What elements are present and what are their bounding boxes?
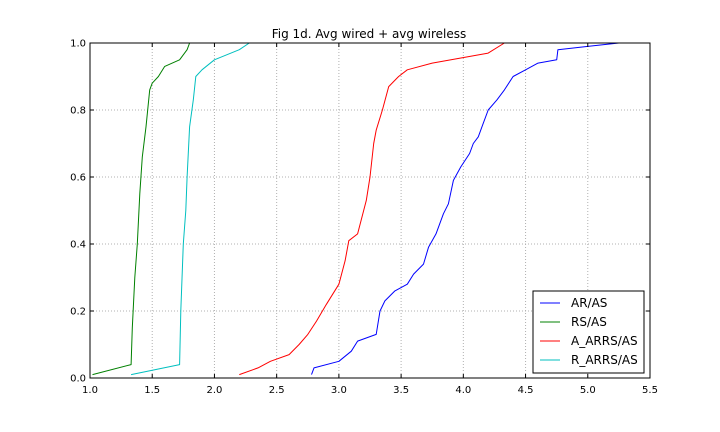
- series-line-0: [311, 42, 619, 375]
- x-tick-label: 2.0: [206, 385, 222, 396]
- legend-label: RS/AS: [571, 315, 607, 329]
- x-tick-label: 5.0: [580, 385, 596, 396]
- series-lines: [92, 42, 619, 376]
- x-tick-label: 1.0: [82, 385, 98, 396]
- y-tick-label: 0.2: [70, 307, 86, 318]
- axis-ticks: 1.0 1.5 2.0 2.5 3.0 3.5 4.0 4.5 5.0 5.5 0.0 0.2 0.4 0…: [70, 39, 658, 397]
- x-tick-label: 4.5: [518, 385, 534, 396]
- chart-title: Fig 1d. Avg wired + avg wireless: [272, 27, 467, 41]
- y-tick-label: 0.0: [70, 374, 86, 385]
- plot-frame: [89, 42, 651, 379]
- x-tick-label: 3.5: [393, 385, 409, 396]
- y-tick-label: 0.4: [70, 240, 86, 251]
- series-line-1: [92, 42, 191, 376]
- x-tick-label: 4.0: [455, 385, 471, 396]
- x-tick-label: 2.5: [269, 385, 285, 396]
- legend-label: A_ARRS/AS: [571, 334, 638, 348]
- legend-label: R_ARRS/AS: [571, 353, 638, 367]
- legend-label: AR/AS: [571, 296, 607, 310]
- y-tick-label: 1.0: [70, 39, 86, 50]
- series-line-3: [130, 42, 250, 376]
- x-tick-label: 3.0: [331, 385, 347, 396]
- legend-box: [532, 290, 645, 374]
- legend: AR/AS RS/AS A_ARRS/AS R_ARRS/AS: [532, 290, 645, 374]
- series-line-2: [239, 42, 505, 376]
- y-tick-label: 0.8: [70, 106, 86, 117]
- y-tick-label: 0.6: [70, 173, 86, 184]
- x-tick-label: 5.5: [642, 385, 658, 396]
- legend-items: AR/AS RS/AS A_ARRS/AS R_ARRS/AS: [540, 296, 638, 367]
- x-tick-label: 1.5: [144, 385, 160, 396]
